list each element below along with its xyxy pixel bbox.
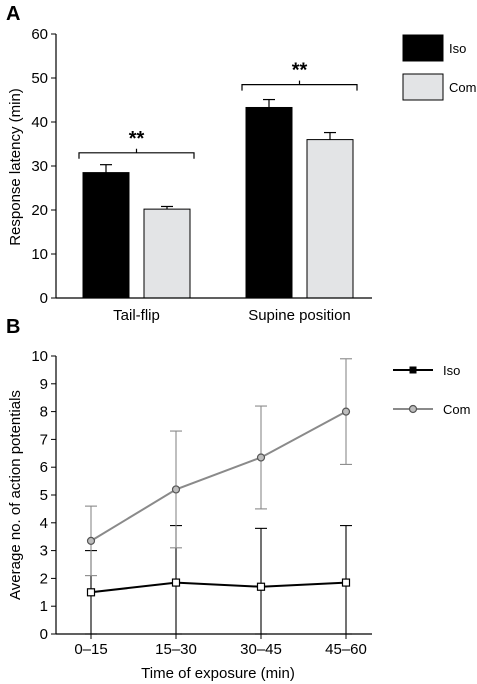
panel-b-x-axis-label: Time of exposure (min) (141, 665, 295, 682)
panel-a-y-axis-label: Response latency (min) (7, 88, 24, 246)
category-label: 15–30 (155, 641, 197, 658)
panel-b-letter: B (6, 316, 20, 338)
data-point (86, 588, 96, 597)
y-tick-label: 1 (40, 598, 48, 615)
legend-marker (409, 366, 417, 374)
legend-label: Iso (449, 41, 466, 56)
panel-b-lines (90, 410, 347, 594)
y-tick-label: 0 (40, 626, 48, 643)
panel-a-categories: Tail-flip Supine position (113, 307, 351, 324)
category-label: Tail-flip (113, 307, 160, 324)
bar (82, 172, 130, 299)
panel-b-error-bars (85, 358, 352, 635)
legend-marker (408, 404, 418, 414)
bar (306, 139, 354, 299)
y-tick-label: 10 (31, 348, 48, 365)
y-tick-label: 20 (31, 202, 48, 219)
data-point (341, 407, 351, 416)
y-tick-label: 60 (31, 26, 48, 43)
y-tick-label: 5 (40, 487, 48, 504)
bar (143, 208, 191, 299)
legend-label: Iso (443, 363, 460, 378)
data-point (256, 582, 266, 591)
panel-a-y-ticks: 0 10 20 30 40 50 60 (31, 26, 56, 307)
panel-a-legend: Iso Com (402, 34, 476, 101)
y-tick-label: 3 (40, 543, 48, 560)
panel-b: B Average no. of action potentials Time … (6, 316, 470, 682)
significance-bracket (241, 80, 358, 91)
legend-swatch (402, 34, 444, 62)
panel-b-legend: Iso Com (393, 363, 470, 417)
y-tick-label: 0 (40, 290, 48, 307)
data-point (256, 453, 266, 462)
panel-a-bars (82, 98, 354, 299)
y-tick-label: 8 (40, 404, 48, 421)
category-label: 0–15 (74, 641, 107, 658)
data-point (171, 485, 181, 494)
significance-label: ** (292, 60, 308, 82)
panel-b-axes (55, 356, 372, 639)
series-line (90, 410, 347, 542)
bar (245, 106, 293, 299)
y-tick-label: 2 (40, 570, 48, 587)
panel-a-axes (55, 34, 372, 299)
y-tick-label: 7 (40, 431, 48, 448)
y-tick-label: 4 (40, 515, 48, 532)
panel-b-points (86, 407, 351, 597)
y-tick-label: 30 (31, 158, 48, 175)
legend-swatch (402, 73, 444, 101)
data-point (341, 578, 351, 587)
panel-b-categories: 0–15 15–30 30–45 45–60 (74, 641, 367, 658)
category-label: Supine position (248, 307, 351, 324)
panel-b-y-axis-label: Average no. of action potentials (7, 390, 24, 600)
data-point (171, 578, 181, 587)
significance-bracket (78, 148, 195, 159)
category-label: 45–60 (325, 641, 367, 658)
y-tick-label: 50 (31, 70, 48, 87)
y-tick-label: 9 (40, 376, 48, 393)
panel-a-significance: ** ** (78, 60, 358, 159)
panel-a-letter: A (6, 3, 20, 25)
data-point (86, 536, 96, 545)
panel-a: A Response latency (min) 0 10 20 30 40 50 60 T… (6, 3, 476, 324)
panel-b-y-ticks: 0 1 2 3 4 5 6 7 8 9 10 (31, 348, 56, 643)
category-label: 30–45 (240, 641, 282, 658)
y-tick-label: 6 (40, 459, 48, 476)
legend-label: Com (449, 80, 476, 95)
legend-label: Com (443, 402, 470, 417)
y-tick-label: 40 (31, 114, 48, 131)
y-tick-label: 10 (31, 246, 48, 263)
series-line (90, 581, 347, 594)
significance-label: ** (129, 128, 145, 150)
